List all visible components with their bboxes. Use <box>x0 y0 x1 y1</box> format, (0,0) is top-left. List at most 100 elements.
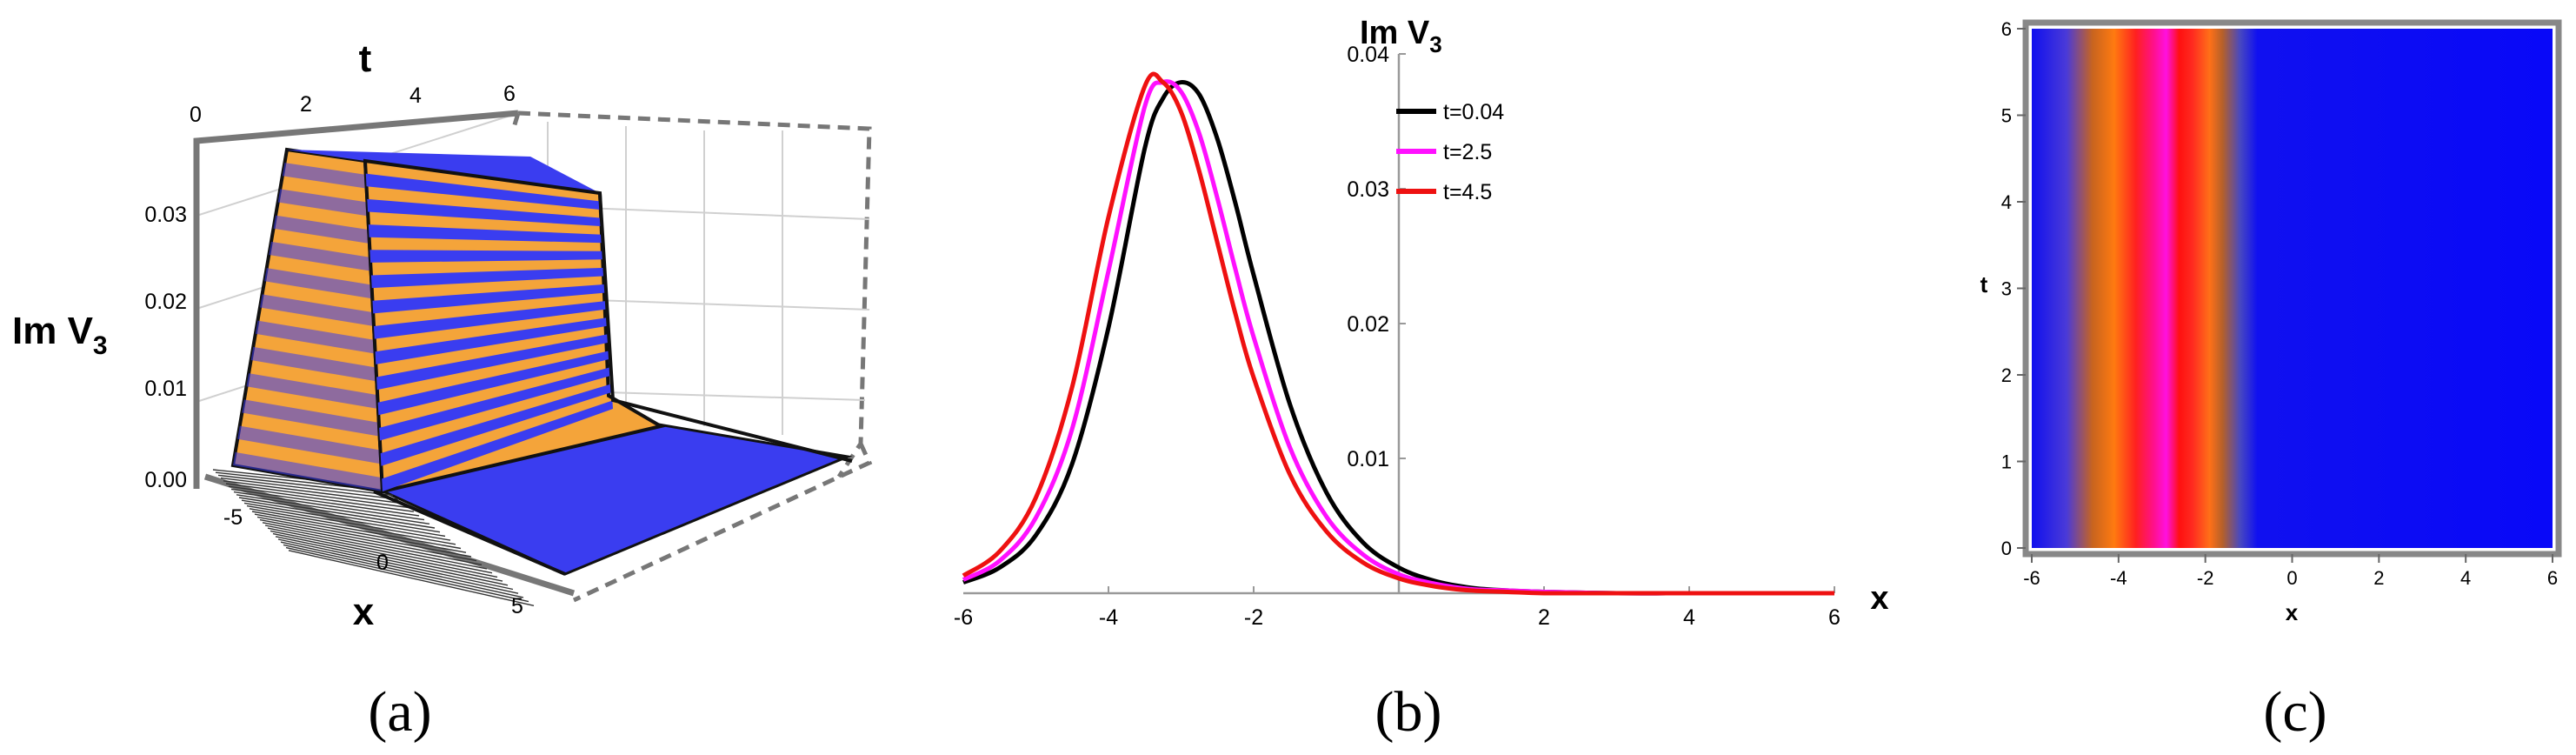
y-tick-label: 0.02 <box>1347 312 1389 337</box>
axis-label-t: t <box>1980 271 1988 297</box>
mesh-line <box>217 474 394 497</box>
mesh-line <box>241 499 441 533</box>
axis-label-x: x <box>1870 580 1888 617</box>
surface-stripe <box>242 399 380 437</box>
surface-stripe <box>382 400 613 491</box>
surface-stripe <box>246 373 378 409</box>
x-tick-label: 4 <box>1683 605 1695 630</box>
mesh-line <box>228 485 415 512</box>
legend-label: t=0.04 <box>1443 100 1504 124</box>
x-tick-label: -6 <box>954 605 973 630</box>
y-tick-label: 4 <box>2001 191 2012 213</box>
y-tick-label: 1 <box>2001 451 2012 473</box>
density-field <box>2032 29 2553 548</box>
mesh-line <box>280 541 519 594</box>
series-line-t-4-5 <box>962 71 1834 596</box>
y-ticks: 0 1 2 3 4 5 6 <box>2001 18 2026 559</box>
y-tick-label: 5 <box>2001 105 2012 127</box>
caption-a: (a) <box>368 680 431 744</box>
bounding-box-front <box>193 110 576 597</box>
surface-stripe <box>269 241 371 271</box>
z-axis-ticks: 0.00 0.01 0.02 0.03 <box>144 203 187 492</box>
mesh-line <box>285 546 529 603</box>
y-tick-label: 0.04 <box>1347 43 1389 67</box>
mesh-line <box>251 511 462 550</box>
x-tick-label: -4 <box>2110 567 2127 589</box>
surface-stripe <box>250 346 377 382</box>
y-tick-label: 2 <box>2001 364 2012 386</box>
mesh-line <box>220 477 399 500</box>
mesh-line <box>246 504 451 541</box>
mesh-line <box>256 516 472 558</box>
mesh-line <box>230 488 420 517</box>
mesh-line <box>238 497 436 529</box>
surface-stripe <box>264 268 373 299</box>
surface-stripe <box>260 294 374 326</box>
y-tick-label: 0.01 <box>1347 447 1389 471</box>
floor-mesh <box>212 469 535 606</box>
panel-c-density-plot: -6 -4 -2 0 2 4 6 0 1 2 3 4 5 6 x t (c) <box>1980 18 2562 744</box>
z-tick-label: 0.02 <box>144 290 187 314</box>
surface-stripe <box>370 267 605 289</box>
mesh-line <box>243 502 446 538</box>
mesh-line <box>236 494 430 524</box>
x-tick-label: -2 <box>2197 567 2214 589</box>
z-tick-label: 0.00 <box>144 468 187 492</box>
surface-stripe <box>369 250 604 263</box>
mesh-line <box>270 530 498 578</box>
z-tick-label: 0.03 <box>144 203 187 227</box>
label-main: Im V <box>1360 15 1430 51</box>
surface-stripe <box>375 317 609 364</box>
mesh-line <box>267 527 493 574</box>
surface-stripe <box>376 334 609 391</box>
legend-label: t=4.5 <box>1443 180 1492 204</box>
mesh-line <box>275 536 509 586</box>
mesh-line <box>262 522 483 565</box>
x-axis-ticks: -5 0 5 <box>223 505 523 618</box>
x-tick-label: -5 <box>223 505 243 530</box>
y-tick-label: 0.03 <box>1347 177 1389 202</box>
ridge-left-stripes <box>233 163 383 491</box>
surface-stripe <box>368 224 603 244</box>
series-lines <box>962 71 1834 596</box>
ridge-right-stripes <box>365 173 613 491</box>
mesh-line <box>277 538 514 591</box>
x-ticks: -6 -4 -2 0 2 4 6 <box>2023 554 2558 589</box>
label-subscript: 3 <box>93 331 108 360</box>
surface-stripe <box>277 189 369 217</box>
surface-stripe <box>380 384 612 466</box>
y-tick-label: 6 <box>2001 18 2012 40</box>
t-tick-label: 6 <box>503 82 516 106</box>
axis-label-im-v3: Im V3 <box>1360 15 1442 57</box>
surface-stripe <box>233 451 383 491</box>
surface-stripe <box>377 351 610 416</box>
x-tick-label: 0 <box>376 551 389 575</box>
mesh-line <box>264 524 488 570</box>
caption-c: (c) <box>2263 680 2326 744</box>
mesh-line <box>225 483 409 509</box>
mesh-line <box>233 491 425 521</box>
axis-label-x: x <box>353 591 375 633</box>
z-tick-label: 0.01 <box>144 377 187 401</box>
surface-stripe <box>237 425 382 464</box>
caption-b: (b) <box>1375 680 1442 744</box>
surface-stripe <box>367 198 602 227</box>
y-tick-label: 3 <box>2001 278 2012 300</box>
x-tick-label: -6 <box>2023 567 2040 589</box>
mesh-line <box>223 480 404 504</box>
axis-label-im-v3: Im V3 <box>12 310 108 360</box>
axis-label-x: x <box>2286 599 2299 625</box>
mesh-line <box>283 544 524 598</box>
mesh-line <box>254 513 467 553</box>
t-axis-ticks: 0 2 4 6 <box>190 82 516 127</box>
axis-label-t: t <box>359 37 372 80</box>
surface-stripe <box>282 163 367 189</box>
x-tick-label: 6 <box>2547 567 2558 589</box>
label-subscript: 3 <box>1429 31 1441 57</box>
t-tick-label: 2 <box>300 92 312 117</box>
x-tick-label: 0 <box>2286 567 2297 589</box>
mesh-line <box>259 518 477 562</box>
legend: t=0.04 t=2.5 t=4.5 <box>1396 100 1504 204</box>
x-ticks: -6 -4 -2 2 4 6 <box>954 586 1840 630</box>
